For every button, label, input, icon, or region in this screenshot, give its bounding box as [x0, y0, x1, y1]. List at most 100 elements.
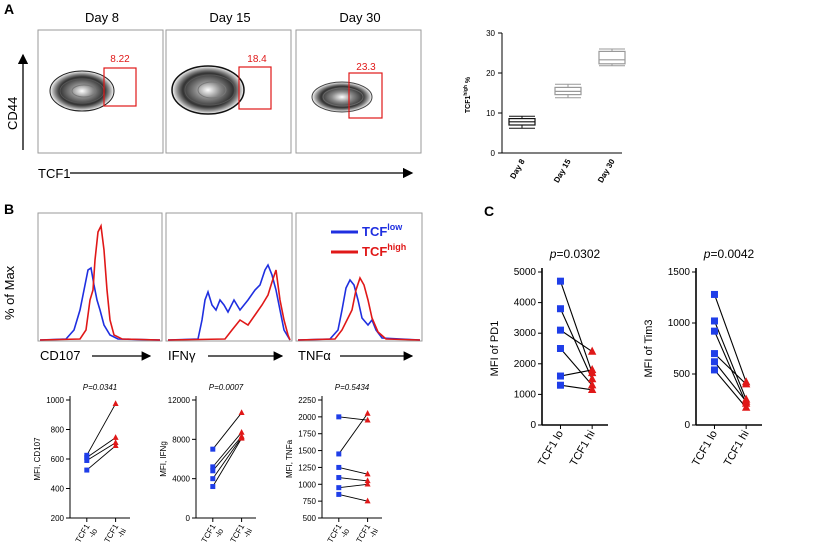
legend-label-low: TCFlow: [362, 222, 403, 239]
y-tick-label: 8000: [172, 435, 190, 444]
y-tick-label: 20: [486, 69, 495, 78]
marker-tcf1-hi: [112, 434, 119, 440]
panel-label-b: B: [4, 201, 14, 217]
pair-line: [560, 329, 593, 353]
y-tick-label: 0: [684, 420, 690, 431]
y-tick-label: 10: [486, 109, 495, 118]
y-tick-label: 400: [51, 485, 65, 494]
hist-line-tcf-low: [297, 278, 421, 341]
x-axis-label: TCF1: [38, 166, 71, 181]
histogram-tnfa: [295, 212, 423, 342]
y-tick-label: 4000: [172, 475, 190, 484]
day-label: Day 15: [209, 10, 250, 25]
y-tick-label: 500: [673, 369, 690, 380]
pair-line: [338, 493, 368, 502]
hist-line-tcf-low: [39, 266, 161, 341]
y-tick-label: 1000: [298, 480, 316, 489]
marker-tcf1-hi: [364, 416, 371, 423]
y-tick-label: 0: [491, 149, 496, 158]
paired-plot-ifng: 0 4000 8000 12000 MFI, IFNg P=0.0007 TCF1-lo TC…: [159, 383, 256, 549]
marker-tcf1-hi: [238, 428, 245, 435]
marker-tcf1-hi: [587, 374, 597, 383]
marker-tcf1-hi: [112, 439, 119, 446]
panel-label-a: A: [4, 1, 14, 17]
marker-tcf1-lo: [556, 345, 564, 352]
pair-line: [212, 437, 242, 479]
p-value: p=0.0042: [703, 247, 755, 261]
marker-tcf1-hi: [112, 442, 119, 448]
y-axis-label: MFI of Tim3: [643, 319, 655, 377]
y-tick-label: 5000: [514, 267, 537, 278]
marker-tcf1-lo: [710, 366, 718, 374]
pair-line: [714, 361, 747, 402]
paired-plot-tim3: 0 500 1000 1500 MFI of Tim3 p=0.0042 TCF1 lo TC…: [643, 247, 762, 468]
x-tick-label: Day 30: [596, 157, 617, 184]
y-tick-label: 1000: [514, 389, 537, 400]
marker-tcf1-hi: [364, 497, 371, 504]
y-axis-label: CD44: [5, 97, 20, 130]
paired-plot-pd1: 0 1000 2000 3000 4000 5000 MFI of PD1 p=0.0302 T…: [489, 247, 608, 468]
marker-tcf1-lo: [710, 327, 718, 335]
y-tick-label: 3000: [514, 328, 537, 339]
pair-line: [212, 436, 242, 472]
marker-tcf1-lo: [710, 290, 718, 298]
marker-tcf1-lo: [710, 350, 718, 358]
marker-tcf1-lo: [336, 464, 342, 470]
hist-x-label-ifng: IFNγ: [168, 348, 196, 363]
histogram-ifng: [165, 212, 293, 342]
hist-line-tcf-high: [167, 269, 291, 341]
marker-tcf1-hi: [587, 346, 597, 355]
y-tick-label: 1000: [668, 318, 691, 329]
y-tick-label: 500: [303, 514, 317, 523]
pair-line: [212, 438, 242, 487]
y-tick-label: 1750: [298, 430, 316, 439]
marker-tcf1-lo: [556, 326, 564, 334]
panel-label-c: C: [484, 203, 494, 219]
hist-line-tcf-low: [167, 263, 291, 341]
marker-tcf1-hi: [238, 409, 245, 416]
gate-value: 23.3: [356, 62, 376, 73]
y-tick-label: 30: [486, 29, 495, 38]
pair-line: [560, 384, 593, 391]
marker-tcf1-lo: [556, 381, 564, 389]
y-axis-label: MFI, CD107: [33, 437, 42, 481]
y-tick-label: 2000: [298, 413, 316, 422]
marker-tcf1-lo: [210, 446, 216, 452]
y-tick-label: 2250: [298, 396, 316, 405]
marker-tcf1-hi: [238, 434, 245, 441]
marker-tcf1-lo: [336, 491, 342, 497]
hist-legend: TCFlow TCFhigh: [331, 222, 406, 259]
marker-tcf1-hi: [364, 480, 371, 487]
pair-line: [714, 353, 747, 385]
pair-line: [86, 437, 116, 458]
x-tick-label: TCF1 lo: [536, 429, 566, 469]
day-label: Day 8: [85, 10, 119, 25]
box: [598, 50, 626, 65]
marker-tcf1-hi: [364, 409, 371, 416]
y-tick-label: 0: [530, 420, 536, 431]
x-tick-label: Day 15: [552, 157, 573, 184]
paired-plot-cd107: 200 400 600 800 1000 MFI, CD107 P=0.0341 TCF1-l…: [33, 383, 130, 544]
gate-value: 8.22: [110, 54, 130, 65]
x-tick-label: TCF1-lo: [200, 522, 226, 549]
gate-box: [348, 72, 383, 119]
marker-tcf1-lo: [210, 484, 216, 490]
y-tick-label: 800: [51, 426, 65, 435]
p-value: P=0.0341: [83, 383, 117, 392]
gate-box: [103, 67, 137, 107]
hist-line-tcf-high: [297, 276, 421, 341]
marker-tcf1-lo: [336, 451, 342, 457]
marker-tcf1-lo: [336, 414, 342, 420]
x-tick-label: TCF1-hi: [229, 522, 255, 549]
flow-plot-day8: Day 8 8.22: [37, 10, 164, 154]
pair-line: [559, 308, 593, 380]
p-value: P=0.5434: [335, 383, 370, 392]
pair-line: [86, 442, 116, 461]
y-tick-label: 1500: [668, 267, 691, 278]
pair-line: [713, 294, 747, 383]
pair-line: [212, 412, 242, 450]
marker-tcf1-lo: [556, 305, 564, 313]
marker-tcf1-lo: [84, 467, 90, 473]
marker-tcf1-lo: [556, 277, 564, 285]
y-tick-label: 200: [51, 514, 65, 523]
